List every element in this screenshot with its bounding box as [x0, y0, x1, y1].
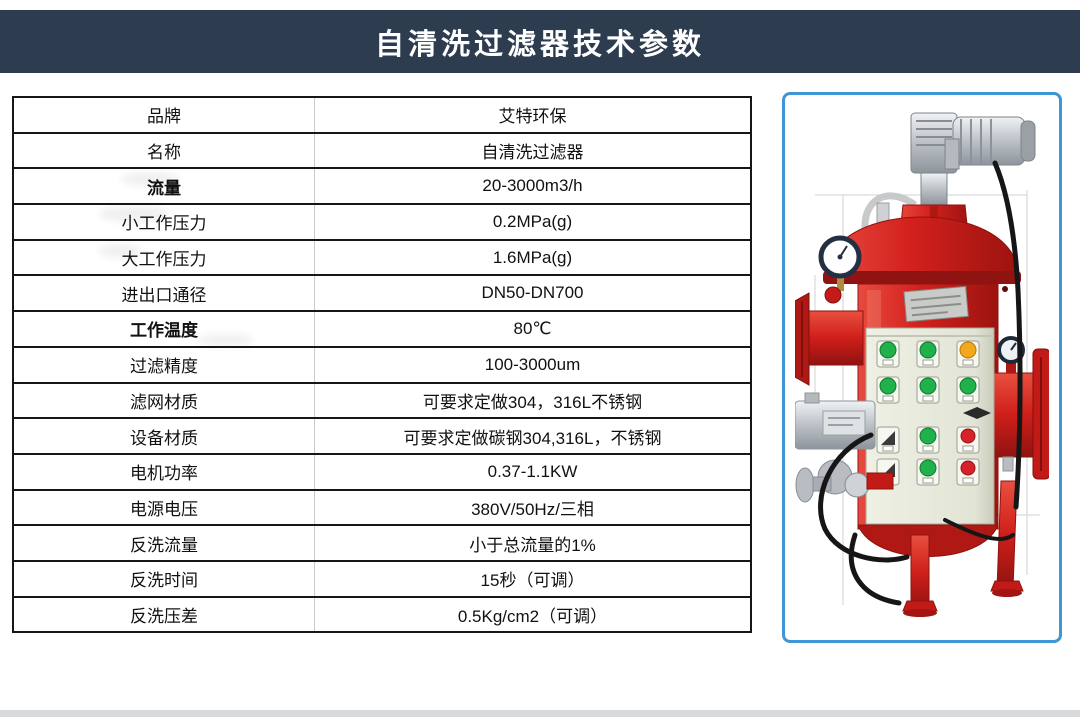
actuator-valve — [795, 392, 894, 503]
motor-body — [952, 116, 1026, 166]
spec-label: 反洗压差 — [14, 597, 315, 632]
filter-illustration — [795, 112, 1049, 617]
spec-label: 电源电压 — [14, 490, 315, 525]
table-row: 大工作压力 1.6MPa(g) — [14, 240, 750, 277]
spec-value: 自清洗过滤器 — [481, 143, 584, 163]
product-photo — [782, 92, 1062, 643]
title-bar: 自清洗过滤器技术参数 — [0, 10, 1080, 73]
spec-label: 小工作压力 — [14, 205, 315, 239]
spec-label: 流量 — [14, 169, 315, 204]
spec-value: 80℃ — [513, 318, 552, 338]
spec-label: 过滤精度 — [14, 347, 315, 382]
spec-value: 1.6MPa(g) — [492, 247, 573, 267]
outlet-gauge — [997, 336, 1025, 373]
spec-value: 小于总流量的1% — [469, 535, 596, 555]
spec-label: 反洗流量 — [14, 526, 315, 560]
table-row: 过滤精度 100-3000um — [14, 347, 750, 384]
inlet-pipe — [795, 292, 864, 386]
spec-label: 大工作压力 — [14, 240, 315, 275]
page-bottom-strip — [0, 710, 1080, 717]
spec-value: 20-3000m3/h — [482, 176, 583, 196]
selector-switch — [963, 407, 991, 419]
spec-label: 品牌 — [14, 98, 315, 132]
spec-label: 工作温度 — [14, 312, 315, 346]
table-row: 反洗压差 0.5Kg/cm2（可调） — [14, 597, 750, 632]
table-row: 品牌 艾特环保 — [14, 98, 750, 134]
table-row: 小工作压力 0.2MPa(g) — [14, 205, 750, 241]
spec-value: 0.37-1.1KW — [487, 461, 578, 481]
table-row: 电机功率 0.37-1.1KW — [14, 454, 750, 491]
spec-label: 进出口通径 — [14, 276, 315, 311]
dome-lid — [823, 216, 1021, 294]
table-row: 流量 20-3000m3/h — [14, 169, 750, 206]
table-row: 进出口通径 DN50-DN700 — [14, 276, 750, 313]
spec-value: 可要求定做碳钢304,316L，不锈钢 — [403, 428, 662, 448]
spec-label: 电机功率 — [14, 454, 315, 489]
page-title: 自清洗过滤器技术参数 — [374, 28, 705, 61]
spec-value: DN50-DN700 — [481, 283, 584, 303]
table-row: 滤网材质 可要求定做304，316L不锈钢 — [14, 383, 750, 420]
panel-buttons — [876, 340, 991, 486]
spec-value: 艾特环保 — [498, 107, 567, 127]
vessel-bottom — [857, 480, 1024, 617]
front-leg — [910, 534, 930, 612]
spec-label: 设备材质 — [14, 419, 315, 453]
cables — [818, 160, 1023, 606]
valve-knob — [824, 286, 842, 304]
outlet-pipe — [989, 348, 1049, 480]
nameplate — [903, 285, 969, 323]
table-row: 名称 自清洗过滤器 — [14, 133, 750, 170]
gear-stem — [920, 172, 948, 206]
table-row: 工作温度 80℃ — [14, 312, 750, 348]
table-row: 反洗时间 15秒（可调） — [14, 561, 750, 598]
spec-value: 可要求定做304，316L不锈钢 — [422, 392, 643, 412]
control-cabinet — [865, 327, 995, 525]
motor-end-cap — [1020, 120, 1036, 162]
spec-label: 反洗时间 — [14, 561, 315, 596]
spec-value: 0.2MPa(g) — [492, 211, 573, 231]
table-row: 反洗流量 小于总流量的1% — [14, 526, 750, 562]
spec-table: 品牌 艾特环保 名称 自清洗过滤器 流量 20-3000m3/h 小工作压力 0… — [12, 96, 752, 634]
table-row: 设备材质 可要求定做碳钢304,316L，不锈钢 — [14, 419, 750, 455]
spec-value: 380V/50Hz/三相 — [471, 499, 594, 519]
spec-label: 名称 — [14, 133, 315, 168]
spec-label: 滤网材质 — [14, 383, 315, 418]
spec-value: 15秒（可调） — [480, 571, 585, 591]
spec-value: 0.5Kg/cm2（可调） — [457, 606, 608, 626]
motor-assembly — [910, 112, 1036, 206]
pressure-gauge — [818, 235, 862, 304]
table-row: 电源电压 380V/50Hz/三相 — [14, 490, 750, 527]
dome-rim — [823, 271, 1021, 284]
spec-value: 100-3000um — [484, 354, 581, 374]
